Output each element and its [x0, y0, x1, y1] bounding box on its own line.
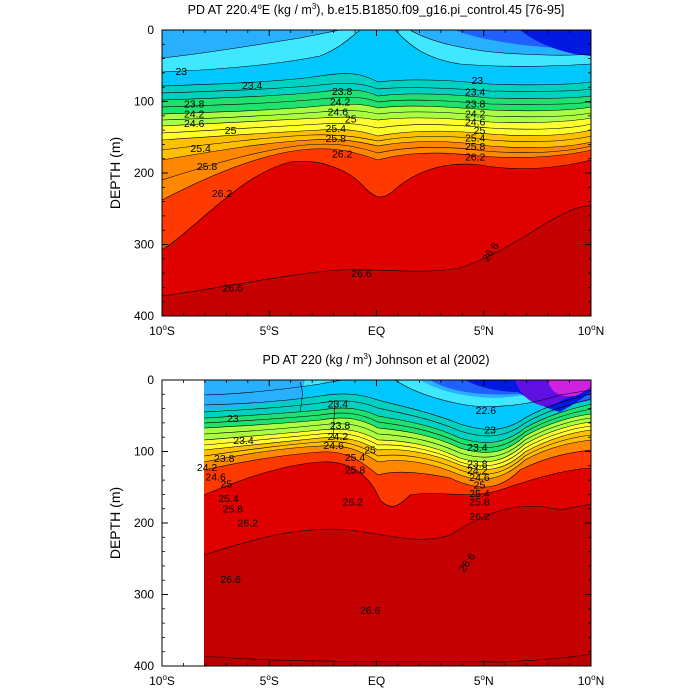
- contour-label: 25.8: [465, 141, 486, 153]
- contour-label: 26.6: [220, 574, 241, 586]
- y-tick-label: 100: [134, 445, 154, 459]
- top-axis-ticks: 10oS 5oS EQ 5oN 10oN 0 100 200 300 400: [134, 23, 604, 338]
- bottom-panel: PD AT 220 (kg / m3) Johnson et al (2002): [107, 352, 604, 688]
- x-tick-label: 10oS: [149, 673, 175, 688]
- contour-label: 25.4: [190, 143, 211, 155]
- contour-label: 25.4: [326, 123, 347, 135]
- contour-label: 23.4: [233, 435, 254, 447]
- x-tick-label: 5oN: [474, 673, 494, 688]
- contour-label: 26.6: [360, 605, 381, 617]
- top-contour-field: [162, 30, 591, 316]
- contour-label: 25.8: [223, 504, 244, 516]
- x-tick-label: 10oN: [578, 673, 604, 688]
- y-tick-label: 300: [134, 238, 154, 252]
- x-tick-label: 10oN: [578, 323, 604, 338]
- contour-label: 26.2: [469, 511, 490, 523]
- contour-label: 23: [484, 424, 496, 436]
- contour-label: 23.8: [332, 86, 353, 98]
- contour-label: 24.6: [205, 472, 226, 484]
- x-tick-label: 5oS: [260, 673, 279, 688]
- contour-label: 23.8: [467, 459, 488, 471]
- y-tick-label: 200: [134, 516, 154, 530]
- x-tick-label: EQ: [368, 324, 385, 338]
- x-tick-label: EQ: [368, 674, 385, 688]
- contour-label: 26.2: [212, 188, 233, 200]
- bottom-axis-ticks: 10oS 5oS EQ 5oN 10oN 0 100 200 300 400: [134, 373, 604, 688]
- contour-label: 26.2: [332, 149, 353, 161]
- contour-label: 26.6: [351, 268, 372, 280]
- contour-label: 24.6: [328, 107, 349, 119]
- contour-label: 25.4: [465, 132, 486, 144]
- y-tick-label: 100: [134, 95, 154, 109]
- x-tick-label: 5oN: [474, 323, 494, 338]
- contour-label: 26.6: [223, 282, 244, 294]
- contour-label: 24.2: [467, 465, 488, 477]
- contour-label: 25: [345, 114, 357, 126]
- contour-label: 23.8: [330, 420, 351, 432]
- x-tick-label: 5oS: [260, 323, 279, 338]
- contour-label: 25: [474, 125, 486, 137]
- y-tick-label: 200: [134, 166, 154, 180]
- contour-label: 24.2: [328, 431, 349, 443]
- contour-label: 25.4: [218, 493, 239, 505]
- y-tick-label: 400: [134, 659, 154, 673]
- contour-label: 25.8: [345, 464, 366, 476]
- y-tick-label: 300: [134, 588, 154, 602]
- top-panel-title: PD AT 220.4oE (kg / m3), b.e15.B1850.f09…: [188, 2, 565, 17]
- contour-label: 26.2: [343, 497, 364, 509]
- contour-label: 23.4: [467, 442, 488, 454]
- y-tick-label: 400: [134, 309, 154, 323]
- contour-label: 23.4: [465, 86, 486, 98]
- contour-label: 22.6: [476, 405, 497, 417]
- contour-label: 25: [225, 125, 237, 137]
- contour-label: 24.6: [469, 472, 490, 484]
- contour-label: 25: [221, 479, 233, 491]
- contour-label: 25.8: [197, 161, 218, 173]
- contour-label: 26.2: [465, 152, 486, 164]
- contour-label: 25.4: [345, 452, 366, 464]
- contour-label: 25.8: [469, 497, 490, 509]
- bottom-y-axis-label: DEPTH (m): [107, 487, 123, 559]
- top-panel: PD AT 220.4oE (kg / m3), b.e15.B1850.f09…: [107, 2, 604, 338]
- contour-label: 24.2: [197, 462, 218, 474]
- contour-label: 25: [364, 444, 376, 456]
- bottom-contour-field: [204, 380, 591, 666]
- contour-label: 24.2: [330, 97, 351, 109]
- contour-label: 23: [471, 75, 483, 87]
- y-tick-label: 0: [147, 23, 154, 37]
- top-contour-labels: 2323.423.824.224.62525.425.826.226.623.8…: [175, 66, 501, 295]
- contour-label: 24.2: [184, 109, 205, 121]
- contour-label: 23.4: [328, 399, 349, 411]
- contour-label: 24.6: [465, 117, 486, 129]
- bottom-panel-title: PD AT 220 (kg / m3) Johnson et al (2002): [262, 352, 489, 367]
- contour-label: 25.8: [326, 133, 347, 145]
- contour-label: 23.8: [465, 99, 486, 111]
- contour-label: 24.2: [465, 109, 486, 121]
- contour-label: 24.6: [323, 440, 344, 452]
- contour-label: 23.4: [242, 80, 263, 92]
- x-tick-label: 10oS: [149, 323, 175, 338]
- contour-label: 23.8: [184, 99, 205, 111]
- contour-label: 25: [474, 479, 486, 491]
- contour-label: 24.6: [184, 118, 205, 130]
- y-tick-label: 0: [147, 373, 154, 387]
- contour-label: 25.4: [469, 488, 490, 500]
- contour-label: 26.2: [238, 517, 259, 529]
- contour-label: 23: [175, 66, 187, 78]
- contour-label: 23: [227, 413, 239, 425]
- top-y-axis-label: DEPTH (m): [107, 137, 123, 209]
- contour-label: 23.8: [214, 453, 235, 465]
